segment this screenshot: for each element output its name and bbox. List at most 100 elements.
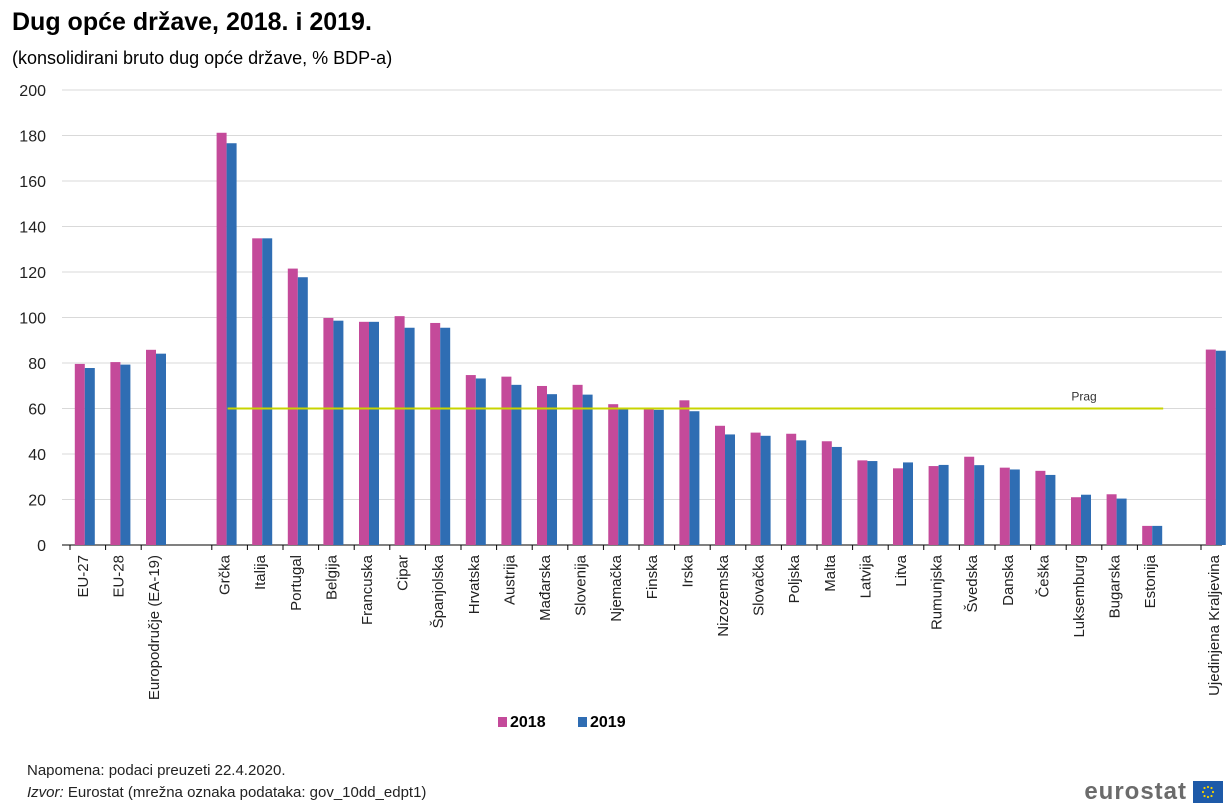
eurostat-logo: eurostat bbox=[1084, 778, 1223, 806]
chart-title: Dug opće države, 2018. i 2019. bbox=[12, 8, 372, 36]
y-tick-label: 40 bbox=[28, 447, 46, 464]
y-tick-label: 200 bbox=[19, 83, 46, 100]
x-tick-label: Hrvatska bbox=[466, 554, 483, 614]
legend-label-2019: 2019 bbox=[590, 714, 626, 731]
bar-2019-15 bbox=[653, 409, 664, 545]
bar-2019-9 bbox=[440, 327, 451, 545]
bar-2018-22 bbox=[893, 468, 903, 545]
bar-2018-28 bbox=[1106, 494, 1117, 545]
x-tick-label: Italija bbox=[252, 554, 269, 590]
x-tick-label: Nizozemska bbox=[715, 554, 732, 636]
bar-2018-15 bbox=[643, 409, 654, 545]
bar-2019-20 bbox=[831, 446, 842, 545]
bar-2019-3 bbox=[226, 143, 237, 546]
bar-2019-24 bbox=[974, 465, 985, 545]
bar-2019-4 bbox=[262, 238, 273, 545]
x-tick-label: Irska bbox=[679, 554, 696, 587]
x-tick-label: EU-28 bbox=[110, 555, 127, 598]
bar-2018-13 bbox=[572, 384, 583, 545]
x-tick-label: Ujedinjena Kraljevina bbox=[1206, 554, 1223, 696]
x-tick-label: Mađarska bbox=[537, 554, 554, 621]
x-tick-label: Finska bbox=[644, 554, 661, 599]
bar-2018-4 bbox=[252, 238, 263, 545]
chart-subtitle: (konsolidirani bruto dug opće države, % … bbox=[12, 48, 393, 68]
bar-2018-11 bbox=[501, 376, 512, 545]
x-tick-label: Bugarska bbox=[1107, 554, 1124, 618]
threshold-label: Prag bbox=[1071, 390, 1096, 404]
bar-2018-25 bbox=[999, 467, 1010, 545]
y-tick-label: 20 bbox=[28, 493, 46, 510]
x-tick-label: Francuska bbox=[359, 554, 376, 625]
bar-2019-18 bbox=[760, 435, 771, 545]
y-tick-label: 0 bbox=[37, 538, 46, 555]
x-tick-label: Njemačka bbox=[608, 554, 625, 621]
bar-2019-28 bbox=[1116, 498, 1127, 545]
bar-2018-8 bbox=[394, 316, 405, 545]
y-tick-label: 180 bbox=[19, 129, 46, 146]
bar-2018-14 bbox=[608, 404, 619, 545]
bar-2018-29 bbox=[1142, 525, 1153, 545]
bar-2019-30 bbox=[1215, 350, 1226, 545]
bar-2019-6 bbox=[333, 320, 344, 545]
x-tick-label: EU-27 bbox=[75, 555, 92, 598]
bar-2019-21 bbox=[867, 461, 878, 545]
bar-2019-0 bbox=[84, 368, 95, 545]
x-tick-label: Grčka bbox=[217, 554, 234, 595]
x-tick-label: Malta bbox=[822, 554, 839, 591]
legend-swatch-2019 bbox=[578, 717, 587, 727]
y-tick-label: 120 bbox=[19, 265, 46, 282]
bar-2018-23 bbox=[928, 466, 939, 545]
bar-2019-29 bbox=[1152, 525, 1163, 545]
bar-2018-2 bbox=[146, 349, 156, 545]
bar-2019-11 bbox=[511, 384, 522, 545]
bar-2018-16 bbox=[679, 400, 690, 545]
bar-2019-7 bbox=[369, 321, 379, 545]
footer-source: Izvor: Eurostat (mrežna oznaka podataka:… bbox=[27, 784, 426, 801]
bar-2018-9 bbox=[430, 322, 441, 545]
bar-2019-5 bbox=[297, 277, 308, 545]
x-tick-label: Rumunjska bbox=[929, 554, 946, 630]
bar-2018-21 bbox=[857, 460, 868, 545]
bar-2018-18 bbox=[750, 432, 761, 545]
bar-2018-20 bbox=[821, 441, 832, 545]
bar-2018-6 bbox=[323, 317, 334, 545]
bar-2019-10 bbox=[475, 378, 486, 545]
bar-2019-19 bbox=[796, 440, 807, 545]
bar-2019-25 bbox=[1009, 469, 1020, 545]
bar-2019-8 bbox=[404, 327, 415, 545]
source-text: Eurostat (mrežna oznaka podataka: gov_10… bbox=[63, 784, 427, 801]
x-tick-label: Češka bbox=[1035, 554, 1052, 597]
bar-2018-3 bbox=[216, 132, 227, 545]
bar-2019-16 bbox=[689, 411, 700, 545]
bar-2018-19 bbox=[786, 433, 797, 545]
bar-2019-2 bbox=[156, 353, 166, 545]
y-tick-label: 140 bbox=[19, 220, 46, 237]
bar-2019-27 bbox=[1081, 494, 1091, 545]
bar-2018-1 bbox=[110, 362, 121, 545]
x-tick-label: Danska bbox=[1000, 554, 1017, 606]
bar-2019-1 bbox=[120, 364, 131, 545]
x-tick-label: Europodručje (EA-19) bbox=[146, 555, 163, 700]
y-tick-label: 60 bbox=[28, 402, 46, 419]
logo-text: eurostat bbox=[1084, 778, 1187, 805]
x-tick-label: Poljska bbox=[786, 554, 803, 603]
x-tick-label: Litva bbox=[893, 554, 910, 586]
bar-2018-26 bbox=[1035, 470, 1046, 545]
source-label: Izvor: bbox=[27, 784, 64, 801]
x-tick-label: Latvija bbox=[857, 554, 874, 598]
x-tick-label: Slovenija bbox=[573, 554, 590, 616]
y-tick-label: 160 bbox=[19, 174, 46, 191]
bar-2019-13 bbox=[582, 394, 593, 545]
x-tick-label: Austrija bbox=[501, 554, 518, 605]
bar-2019-17 bbox=[725, 434, 735, 545]
bar-2018-17 bbox=[715, 425, 725, 545]
bar-2018-27 bbox=[1071, 497, 1081, 545]
bar-2018-24 bbox=[964, 456, 975, 545]
y-tick-label: 80 bbox=[28, 356, 46, 373]
x-tick-label: Belgija bbox=[323, 554, 340, 600]
bar-2018-30 bbox=[1205, 349, 1216, 545]
bar-2019-14 bbox=[618, 408, 629, 545]
x-tick-label: Španjolska bbox=[430, 554, 447, 628]
bar-2018-0 bbox=[74, 363, 85, 545]
x-tick-label: Slovačka bbox=[751, 554, 768, 616]
